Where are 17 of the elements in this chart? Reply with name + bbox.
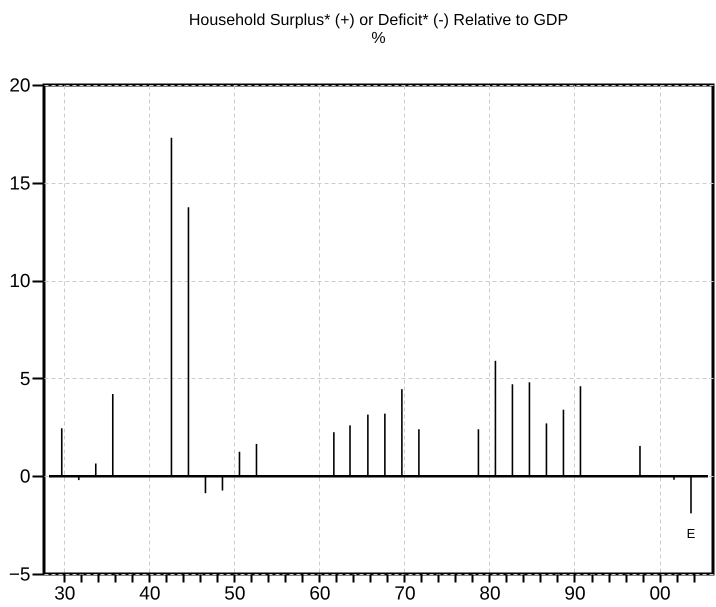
chart-subtitle: % (371, 30, 386, 47)
chart-title: Household Surplus* (+) or Deficit* (-) Relative to GDP (188, 12, 568, 29)
y-tick-label: −5 (8, 564, 30, 586)
y-tick-label: 15 (9, 173, 30, 194)
x-tick-label: 90 (564, 584, 586, 604)
y-tick-label: 20 (9, 76, 30, 96)
y-tick-label: 0 (20, 466, 30, 488)
x-tick-label: 70 (394, 584, 416, 604)
x-tick-label: 50 (224, 584, 246, 604)
y-tick-label: 5 (20, 368, 30, 390)
x-tick-label: 40 (139, 584, 160, 604)
x-tick-label: 60 (309, 584, 330, 604)
x-tick-label: 30 (54, 584, 76, 604)
x-tick-label: 80 (479, 584, 501, 604)
annotation: E (686, 526, 696, 541)
x-tick-label: 00 (649, 584, 671, 604)
y-tick-label: 10 (9, 271, 30, 292)
